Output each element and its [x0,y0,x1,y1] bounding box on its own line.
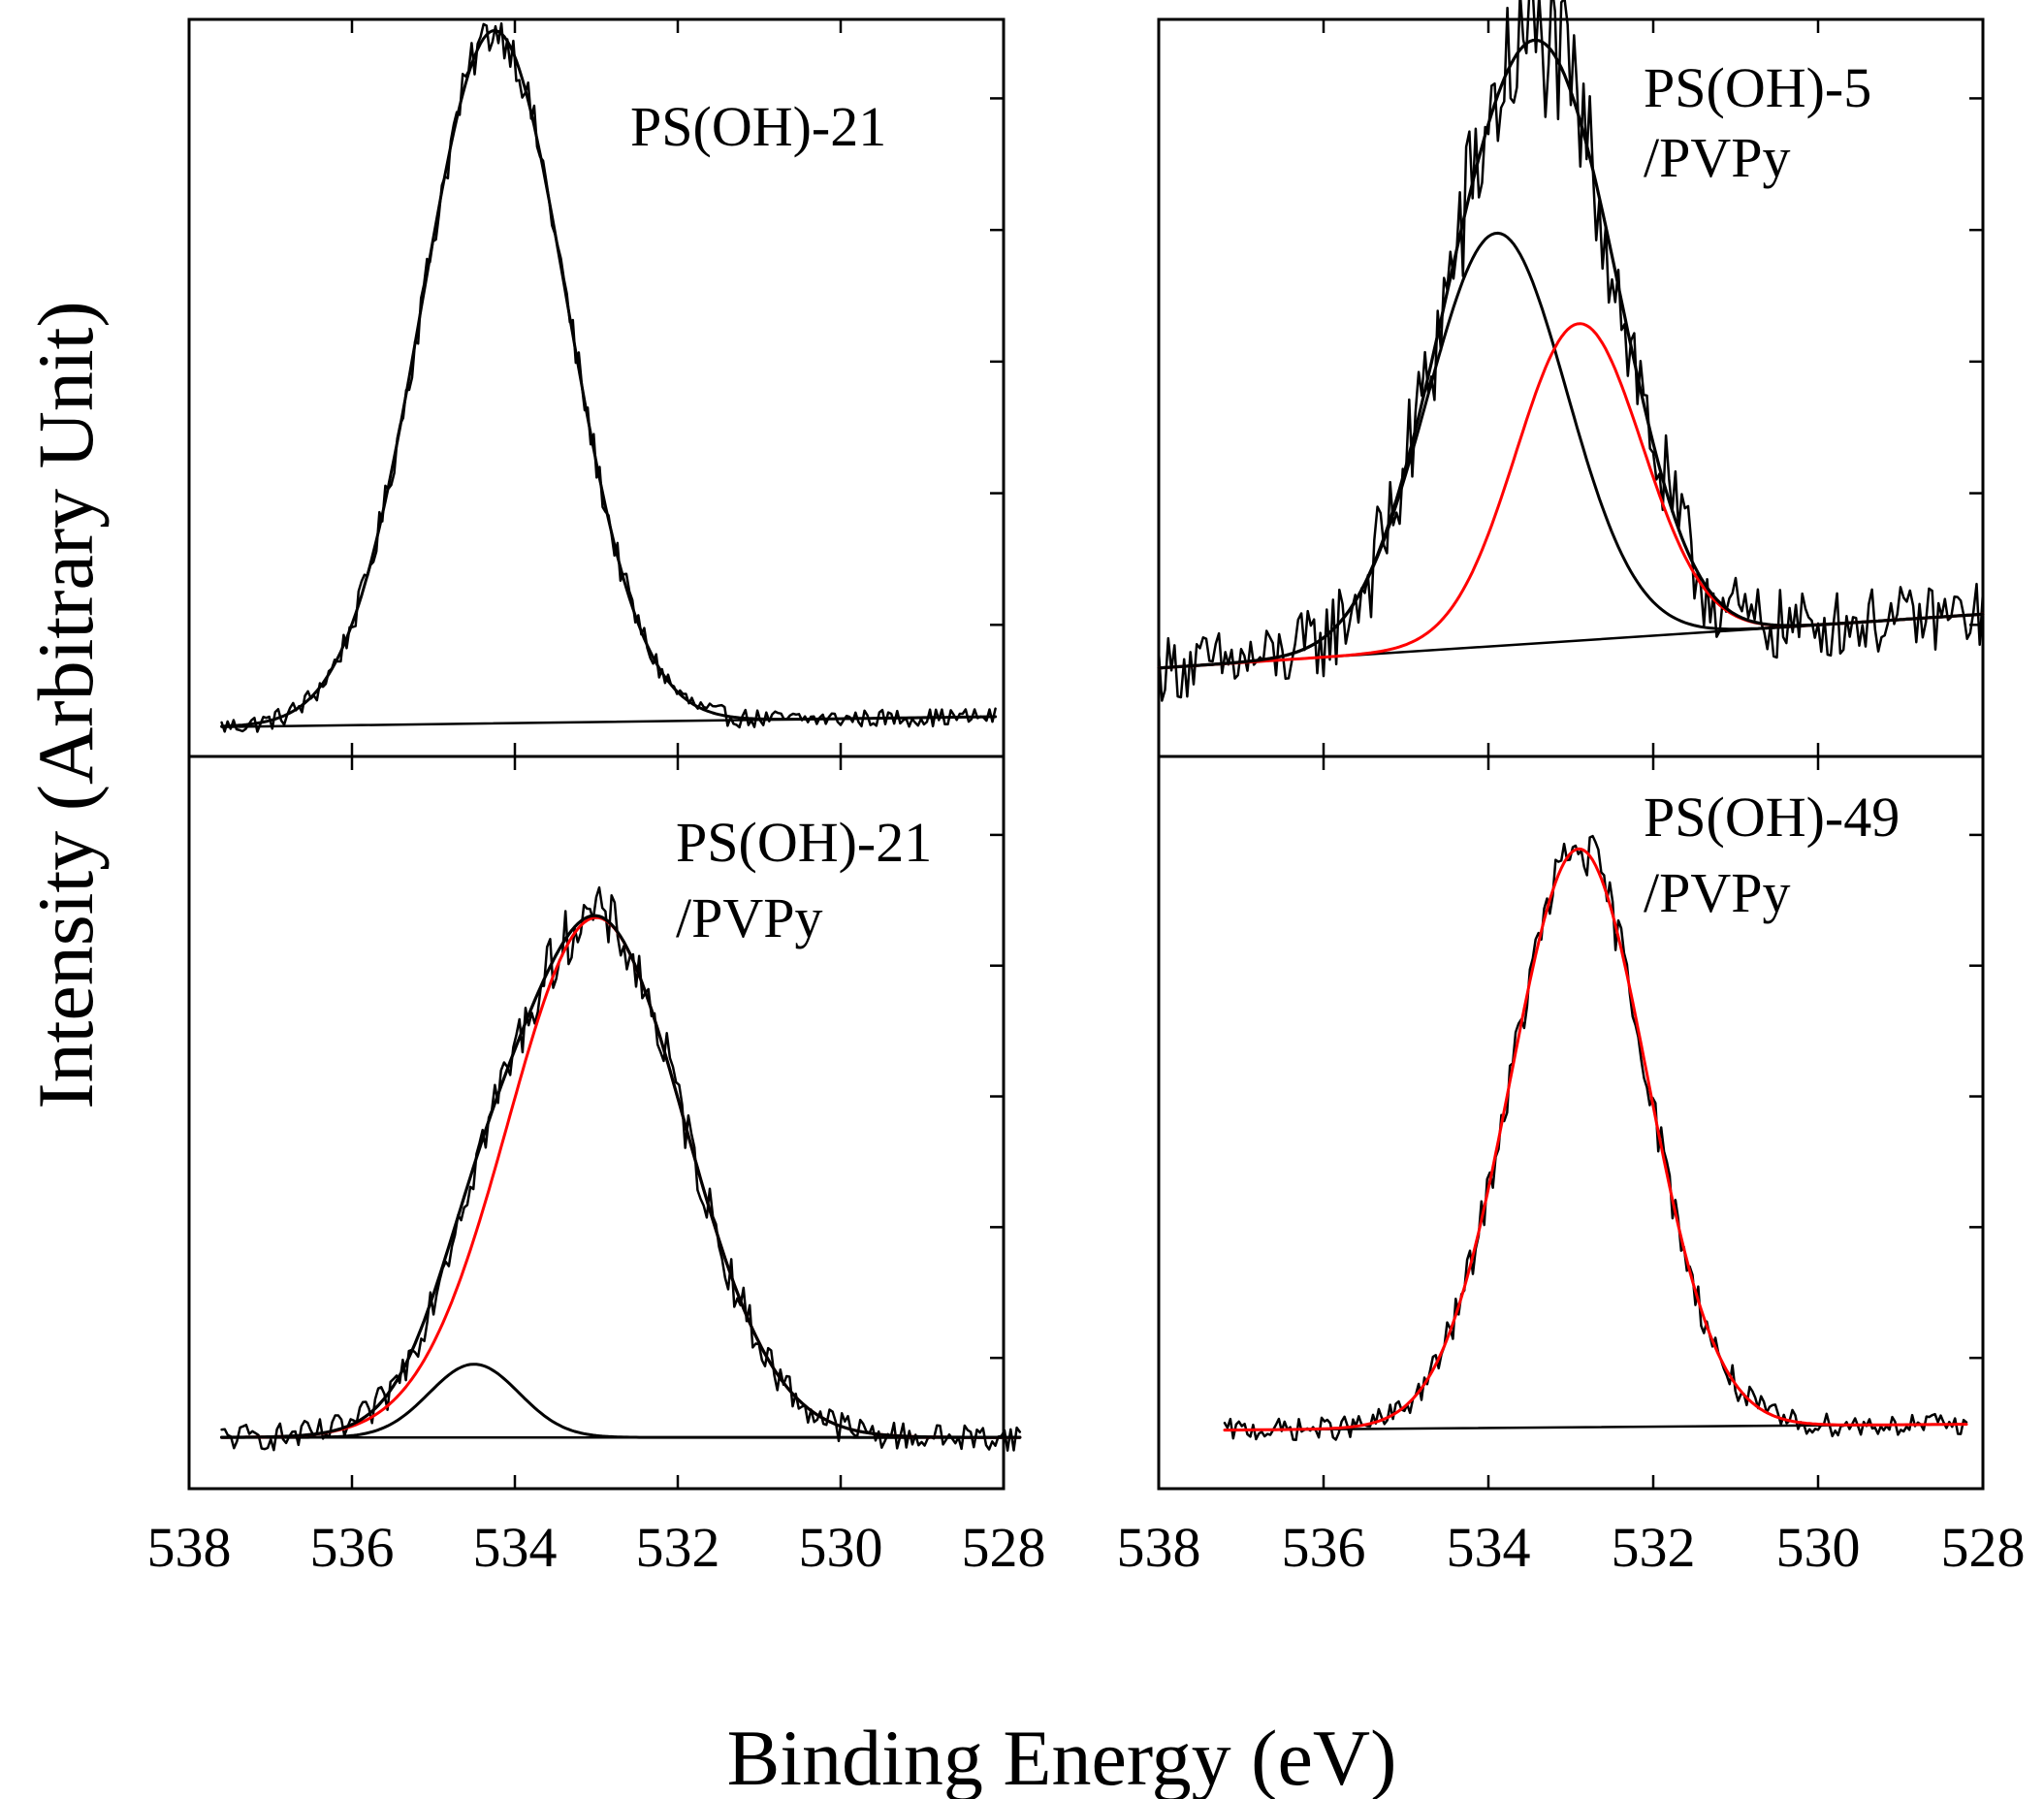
fit-component-line [1157,231,1985,670]
panel-label: PS(OH)-21 [676,811,932,874]
plot-frame [1157,755,1985,1491]
fit-envelope-line [220,914,1022,1439]
plot-frame [187,755,1006,1491]
x-tick-label: 532 [636,1516,720,1579]
x-tick-label: 534 [473,1516,558,1579]
fit-component-line [220,916,1022,1439]
x-tick-label: 528 [962,1516,1046,1579]
x-tick-label: 534 [1447,1516,1531,1579]
x-tick-label: 536 [310,1516,395,1579]
fit-component-line [220,1363,1022,1439]
panel-bottom-left: 538 536 534 532 530 528 PS(OH)-21/PVPy [147,755,1046,1579]
x-tick-label: 532 [1612,1516,1696,1579]
x-tick-label: 530 [799,1516,883,1579]
fit-component-line [1157,322,1985,670]
x-tick-label: 536 [1282,1516,1366,1579]
fit-component-line [220,29,998,728]
x-tick-label: 530 [1776,1516,1861,1579]
panel-label: /PVPy [1644,126,1791,189]
panel-label: PS(OH)-5 [1644,56,1871,119]
panel-label: /PVPy [676,886,823,949]
x-tick-label: 538 [147,1516,232,1579]
panel-label: PS(OH)-21 [630,95,886,158]
fit-component-line [1223,847,1968,1432]
fit-envelope-line [1157,38,1985,670]
raw-spectrum-line [1157,0,1985,702]
raw-spectrum-line [220,885,1022,1452]
panel-label: PS(OH)-49 [1644,786,1900,849]
x-tick-label: 538 [1117,1516,1201,1579]
y-axis-label: Intensity (Arbitrary Unit) [21,301,110,1108]
panel-bottom-right: 538 536 534 532 530 528 PS(OH)-49/PVPy [1117,755,2026,1579]
panel-label: /PVPy [1644,861,1791,924]
panel-top-right: PS(OH)-5/PVPy [1157,0,1985,758]
x-axis-label: Binding Energy (eV) [727,1714,1397,1799]
raw-spectrum-line [1223,834,1968,1442]
x-tick-label: 528 [1941,1516,2026,1579]
panel-top-left: PS(OH)-21 [187,17,1006,758]
